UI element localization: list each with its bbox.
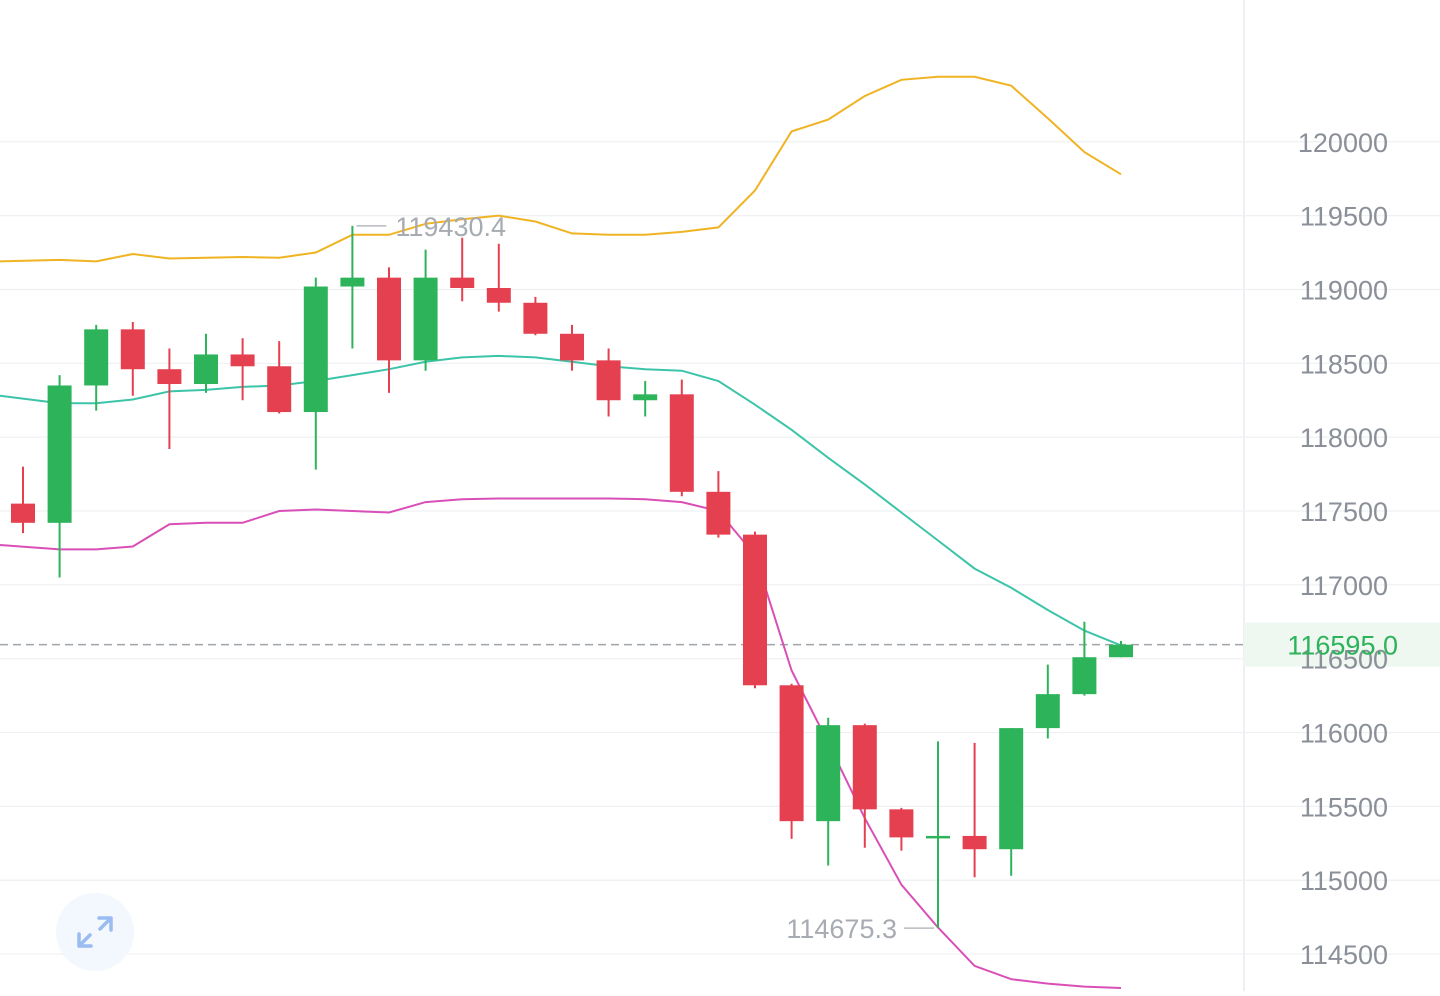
- candle-body: [230, 354, 255, 367]
- current-price-label: 116595.0: [1287, 631, 1398, 661]
- candle-body: [596, 360, 621, 401]
- candle-body: [779, 685, 804, 822]
- y-tick-label: 117000: [1300, 571, 1388, 601]
- lower-band-line: [0, 497, 1122, 989]
- candle-body: [11, 503, 35, 523]
- candle-body: [1035, 694, 1060, 729]
- y-tick-label: 119500: [1300, 202, 1388, 232]
- y-tick-label: 118000: [1300, 423, 1388, 453]
- candle-body: [340, 277, 365, 287]
- candle-body: [852, 725, 877, 810]
- y-tick-label: 119000: [1300, 275, 1388, 305]
- candle-body: [816, 725, 841, 822]
- candle-body: [267, 366, 292, 413]
- candle-body: [523, 302, 548, 334]
- candle-body: [633, 394, 658, 401]
- y-tick-label: 116000: [1300, 719, 1388, 749]
- y-tick-label: 120000: [1298, 128, 1388, 158]
- candle-body: [1109, 644, 1133, 658]
- upper-band-line: [0, 75, 1122, 263]
- candle-body: [47, 385, 72, 523]
- candle-body: [413, 277, 438, 361]
- low-marker-label: 114675.3: [786, 914, 897, 944]
- candle-body: [560, 333, 584, 361]
- expand-arrows-icon: [77, 916, 113, 948]
- candle-body: [486, 287, 511, 303]
- middle-band-line: [0, 354, 1122, 647]
- high-marker-label: 119430.4: [395, 212, 506, 242]
- candle-body: [377, 277, 401, 361]
- y-tick-label: 115000: [1300, 866, 1388, 896]
- current-price-label-box: [1244, 622, 1440, 667]
- candle-body: [962, 835, 987, 850]
- candle-body: [120, 329, 145, 370]
- candle-body: [926, 835, 950, 839]
- y-tick-label: 116500: [1300, 645, 1388, 675]
- candle-body: [706, 491, 731, 535]
- candle-body: [194, 354, 218, 384]
- y-tick-label: 117500: [1300, 497, 1388, 527]
- candle-body: [303, 286, 328, 413]
- candle-body: [669, 394, 694, 492]
- expand-chart-button[interactable]: [56, 893, 134, 971]
- candle-body: [157, 369, 182, 384]
- y-tick-label: 118500: [1300, 349, 1388, 379]
- candle-body: [889, 809, 914, 838]
- candle-body: [1072, 657, 1097, 695]
- candle-body: [84, 329, 109, 386]
- candle-body: [743, 534, 767, 686]
- candle-body: [450, 277, 475, 288]
- y-tick-label: 114500: [1300, 940, 1388, 970]
- candle-body: [999, 728, 1024, 850]
- y-tick-label: 115500: [1300, 792, 1388, 822]
